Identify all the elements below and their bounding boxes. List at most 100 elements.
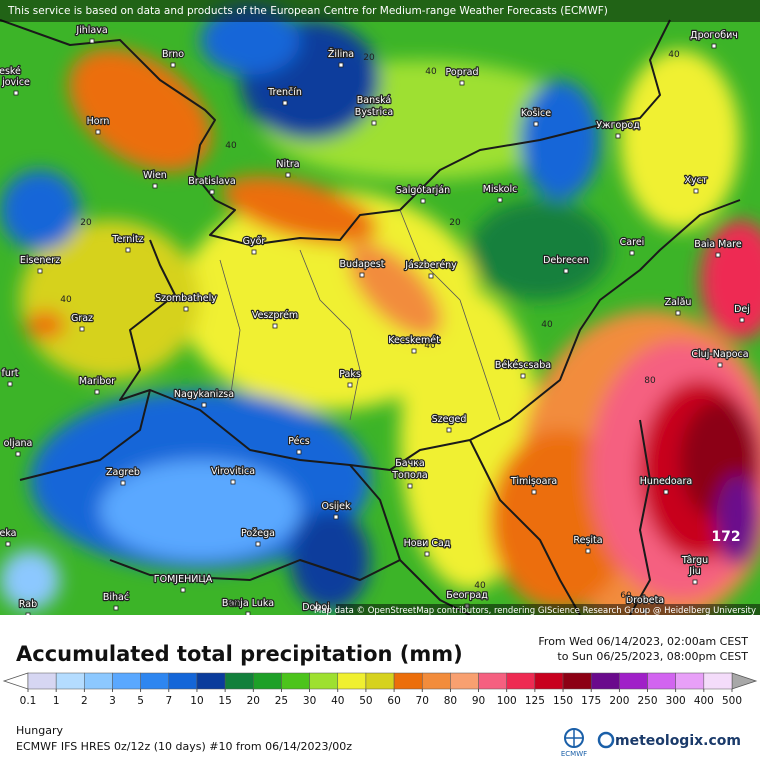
legend-swatch [281, 672, 310, 690]
city-marker [692, 579, 698, 585]
contour-label: 20 [80, 218, 92, 228]
period-from: From Wed 06/14/2023, 02:00am CEST [538, 635, 748, 648]
city-label: ГОМЈЕНИЦА [154, 574, 213, 585]
city-label: Győr [243, 236, 266, 247]
city-marker [209, 189, 215, 195]
city-marker [245, 611, 251, 615]
city-marker [89, 38, 95, 44]
city-label: Budapest [340, 259, 385, 270]
city-label: Szombathely [155, 293, 217, 304]
city-label: Târgu [681, 555, 708, 566]
city-label: Jiu [688, 566, 700, 577]
legend-swatch [337, 672, 367, 690]
city-label: Wien [143, 170, 167, 181]
city-marker [230, 479, 236, 485]
city-marker [314, 616, 318, 620]
city-marker [371, 108, 377, 114]
notice-bar [0, 0, 760, 22]
city-label: Хуст [685, 175, 708, 186]
city-label: Cluj-Napoca [691, 349, 748, 360]
city-label: Košice [521, 108, 551, 119]
city-marker [533, 121, 539, 127]
city-marker [739, 317, 745, 323]
city-marker [692, 568, 698, 574]
city-marker [615, 133, 621, 139]
city-label: Banská [357, 95, 391, 106]
legend-swatch [478, 672, 507, 690]
city-marker [272, 323, 278, 329]
contour-labels: 20 40 40 20 20 40 40 40 80 60 40 40 40 [60, 50, 680, 610]
city-marker [285, 172, 291, 178]
city-label: Ternitz [111, 234, 143, 245]
brand-logo: meteologix.com [597, 731, 741, 749]
city-label: Jászberény [404, 260, 457, 271]
borders [0, 19, 741, 615]
city-label: Reșita [573, 535, 602, 546]
legend-tick-label: 25 [275, 695, 288, 707]
city-label: Bystrica [355, 107, 393, 118]
city-label: Žilina [328, 48, 354, 60]
legend-swatch [703, 672, 733, 690]
city-label: Salgótarján [396, 185, 450, 196]
contour-label: 40 [668, 50, 680, 60]
legend-tick-label: 80 [444, 695, 457, 707]
ecmwf-logo: ECMWF [561, 728, 587, 758]
contour-label: 60 [620, 591, 632, 601]
city-marker [531, 489, 537, 495]
contour-label: 40 [225, 141, 237, 151]
city-label: Београд [446, 590, 488, 601]
city-labels: Jihlava Brno Žilina Poprad Дрогобич Trenčín Ba… [0, 24, 751, 620]
city-marker [7, 79, 13, 85]
legend-tick-label: 1 [53, 695, 60, 707]
legend-swatch [253, 672, 282, 690]
city-marker [563, 268, 569, 274]
city-label: Trenčín [267, 87, 302, 98]
title: Accumulated total precipitation (mm) [16, 642, 463, 666]
max-value-label: 172 [711, 529, 740, 545]
city-label: Baia Mare [694, 239, 742, 250]
city-marker [152, 183, 158, 189]
legend-tick-label: 90 [472, 695, 485, 707]
city-label: Jihlava [75, 25, 107, 36]
city-marker [255, 541, 261, 547]
city-label: Hunedoara [640, 476, 692, 487]
city-label: Нови Сад [404, 538, 451, 549]
legend-swatch [590, 672, 620, 690]
city-label: Rab [19, 599, 37, 610]
legend-tick-label: 30 [303, 695, 316, 707]
city-marker [663, 489, 669, 495]
period-to: to Sun 06/25/2023, 08:00pm CEST [557, 650, 748, 663]
notice: This service is based on data and produc… [7, 5, 608, 17]
legend-tick-label: 7 [165, 695, 172, 707]
legend-tick-label: 40 [331, 695, 344, 707]
ecmwf-text: ECMWF [561, 750, 587, 758]
city-label: Carei [620, 237, 645, 248]
legend-swatch [112, 672, 141, 690]
city-marker [407, 483, 413, 489]
contour-label: 40 [424, 341, 436, 351]
city-marker [371, 120, 377, 126]
city-label: oljana [4, 438, 33, 449]
legend-tick-label: 15 [218, 695, 231, 707]
legend-swatch [140, 672, 170, 690]
city-label: Debrecen [543, 255, 589, 266]
city-marker [629, 250, 635, 256]
city-label: Топола [391, 470, 428, 481]
city-marker [428, 273, 434, 279]
city-label: Zalău [665, 297, 692, 308]
legend: 0.1 1 2 3 5 7 10 15 20 25 30 40 50 60 70 80 90 100 125 150 1… [2, 672, 758, 707]
city-label: Brno [162, 49, 184, 60]
city-marker [459, 80, 465, 86]
city-marker [13, 90, 19, 96]
map: Jihlava Brno Žilina Poprad Дрогобич Trenčín Ba… [0, 0, 760, 620]
city-label: Graz [71, 313, 93, 324]
legend-tick-label: 70 [416, 695, 429, 707]
legend-tick-label: 400 [694, 695, 714, 707]
city-label: Poprad [446, 67, 479, 78]
legend-swatch [675, 672, 705, 690]
legend-swatch [224, 672, 254, 690]
legend-tick-label: 150 [553, 695, 573, 707]
city-marker [420, 198, 426, 204]
